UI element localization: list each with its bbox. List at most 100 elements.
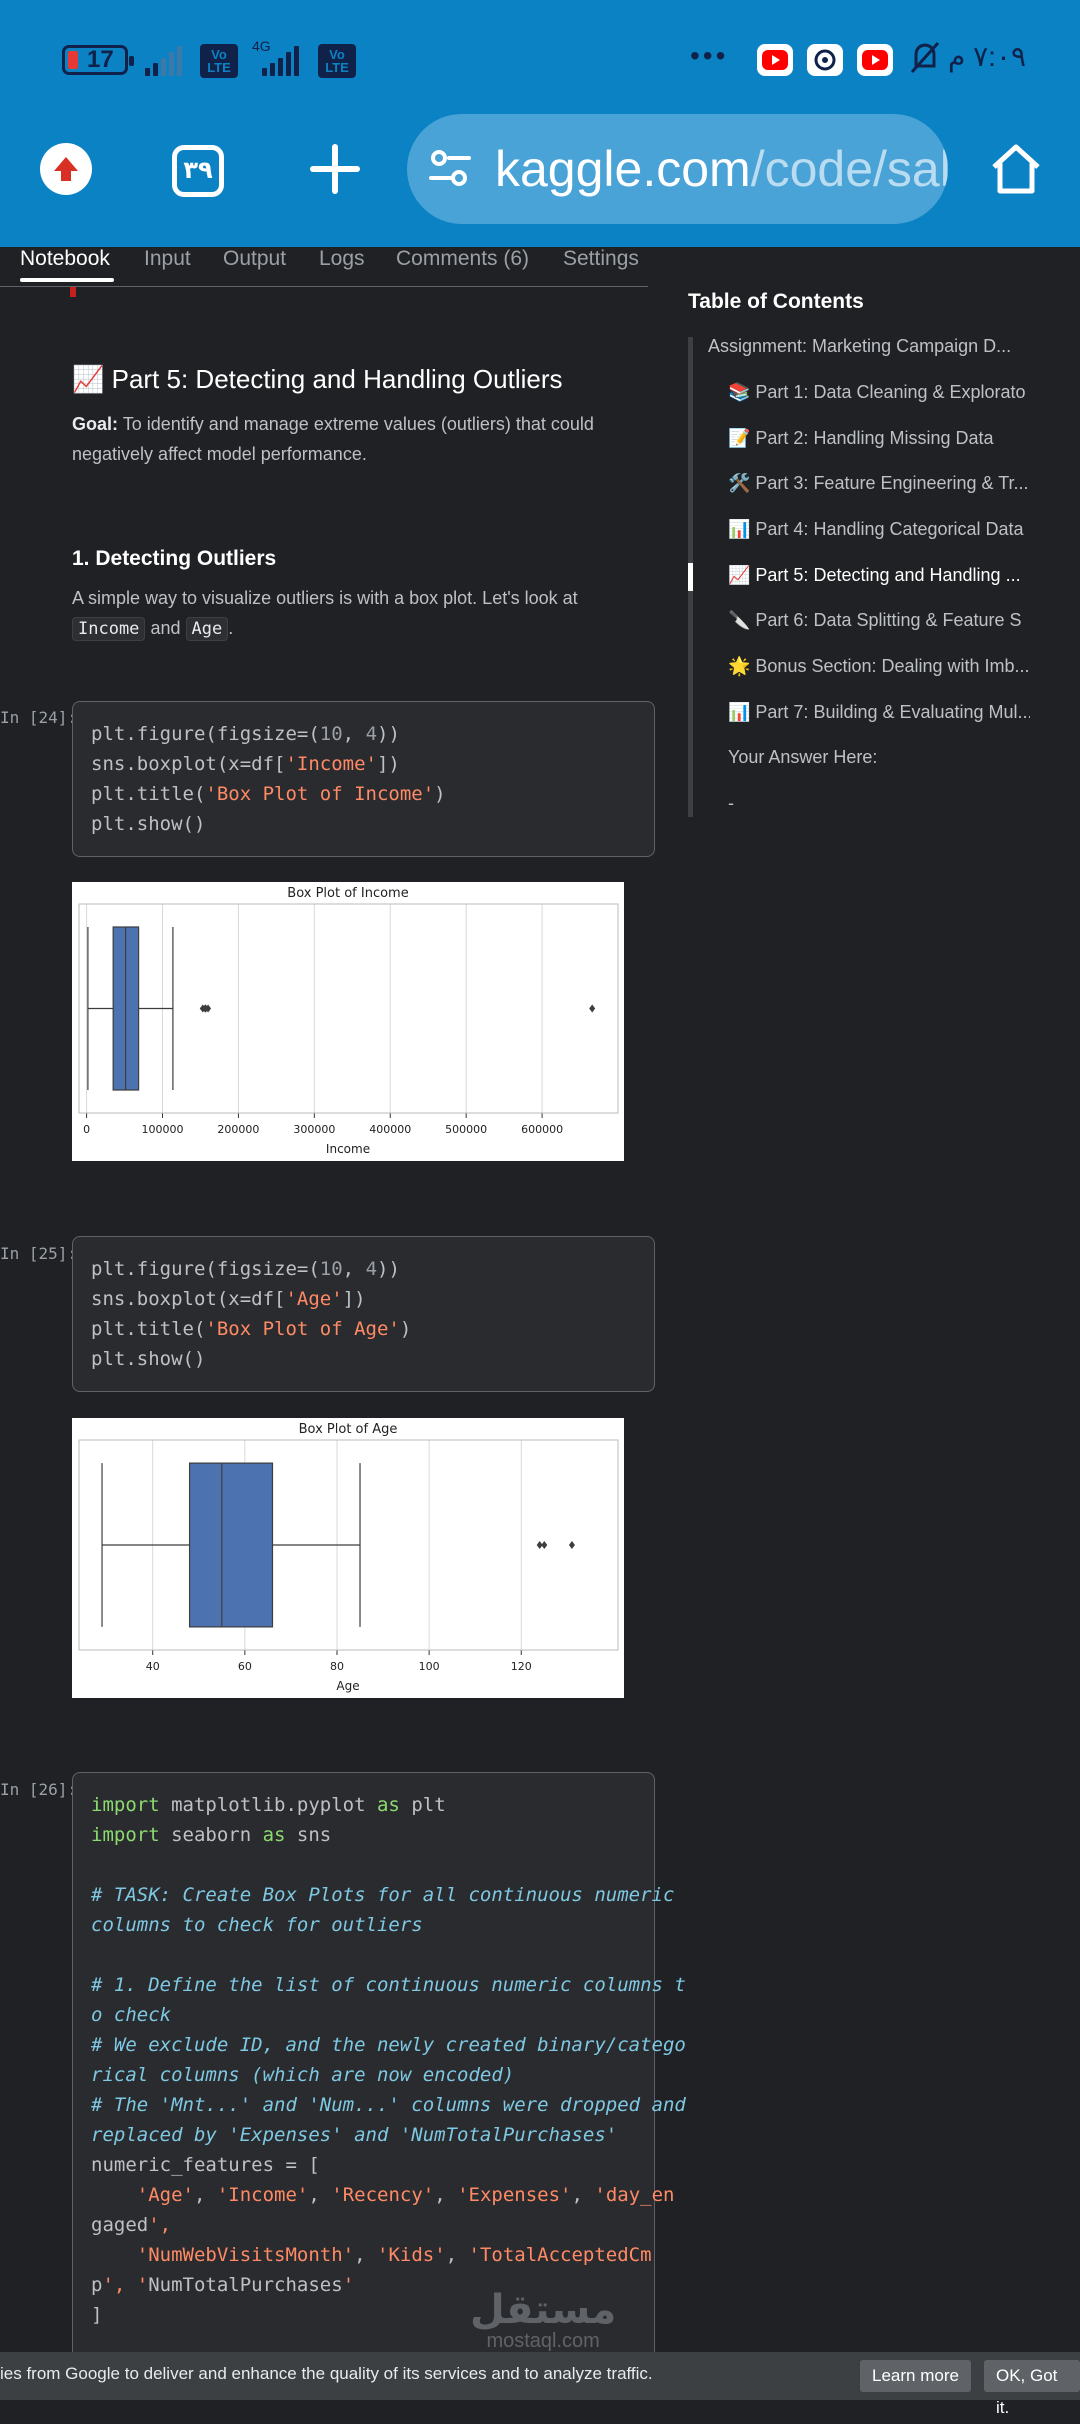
url-bar[interactable]: kaggle.com/code/salr — [407, 114, 948, 224]
outlier-point — [589, 1004, 596, 1013]
x-tick-label: 80 — [330, 1660, 344, 1673]
battery-icon: 17 — [62, 45, 134, 75]
section-paragraph: A simple way to visualize outliers is wi… — [72, 588, 578, 641]
section-heading: 1. Detecting Outliers — [72, 547, 277, 570]
code-cell[interactable]: plt.figure(figsize=(10, 4)) sns.boxplot(… — [72, 701, 655, 857]
age-boxplot: Box Plot of Age 40 60 80 100 120 Age — [72, 1418, 624, 1698]
code-line: import seaborn as sns — [91, 1824, 332, 1846]
code-line: import matplotlib.pyplot as plt — [91, 1794, 446, 1816]
toc-item-part7[interactable]: 📊 Part 7: Building & Evaluating Mul... — [728, 702, 1030, 722]
arrow-up-icon — [54, 157, 78, 181]
toc-title: Table of Contents — [688, 290, 864, 313]
code-line: # 1. Define the list of continuous numer… — [91, 1974, 686, 1996]
signal-icon-2 — [262, 44, 299, 76]
ok-got-it-button[interactable]: OK, Got it. — [984, 2360, 1080, 2417]
tab-output[interactable]: Output — [223, 247, 287, 270]
code-line: numeric_features = [ — [91, 2154, 320, 2176]
code-line: 'NumWebVisitsMonth', 'Kids', 'TotalAccep… — [136, 2244, 652, 2266]
toc-item-bonus[interactable]: 🌟 Bonus Section: Dealing with Imb... — [728, 656, 1030, 676]
x-tick-label: 120 — [511, 1660, 532, 1673]
toc-item-assignment[interactable]: Assignment: Marketing Campaign D... — [708, 336, 1012, 356]
youtube-icon-2 — [857, 44, 893, 76]
age-boxplot-svg: Box Plot of Age 40 60 80 100 120 Age — [78, 1422, 619, 1693]
tab-notebook[interactable]: Notebook — [20, 247, 110, 270]
code-line: o check — [91, 2004, 172, 2026]
goal-paragraph: Goal: To identify and manage extreme val… — [72, 414, 594, 464]
x-tick-label: 300000 — [293, 1123, 335, 1136]
tab-comments[interactable]: Comments (6) — [396, 247, 530, 270]
x-tick-label: 600000 — [521, 1123, 563, 1136]
plot-frame — [78, 1439, 619, 1651]
cell-prompt: In [24]: — [0, 708, 78, 727]
code-line: gaged', — [91, 2214, 172, 2236]
tab-input[interactable]: Input — [144, 247, 191, 270]
x-tick-label: 200000 — [217, 1123, 259, 1136]
toc-item-answer[interactable]: Your Answer Here: — [728, 747, 878, 767]
x-tick-label: 100000 — [142, 1123, 184, 1136]
notebook-tabs: Notebook Input Output Logs Comments (6) … — [0, 247, 648, 287]
part5-heading: 📈 Part 5: Detecting and Handling Outlier… — [72, 364, 563, 394]
code-cell[interactable]: plt.figure(figsize=(10, 4)) sns.boxplot(… — [72, 1236, 655, 1392]
x-tick-label: 500000 — [445, 1123, 487, 1136]
toc-item-part2[interactable]: 📝 Part 2: Handling Missing Data — [728, 428, 994, 448]
code-line: # The 'Mnt...' and 'Num...' columns were… — [91, 2094, 686, 2116]
cookie-banner: ies from Google to deliver and enhance t… — [0, 2352, 1080, 2417]
x-tick-label: 100 — [419, 1660, 440, 1673]
cookie-text: ies from Google to deliver and enhance t… — [0, 2364, 653, 2383]
home-icon — [992, 144, 1040, 194]
code-line: p', 'NumTotalPurchases' — [91, 2274, 355, 2296]
outlier-point — [536, 1541, 543, 1549]
code-line: ] — [91, 2304, 103, 2326]
income-boxplot-svg: Box Plot of Income 0 100000 200000 300000 400… — [78, 886, 619, 1156]
code-cell[interactable]: import matplotlib.pyplot as plt import s… — [72, 1772, 686, 2372]
x-axis-label: Age — [336, 1679, 359, 1693]
toc-active-marker — [688, 563, 693, 591]
code-chip-age: Age — [185, 617, 229, 641]
volte-icon-2: Vo LTE — [318, 44, 356, 78]
tab-logs[interactable]: Logs — [319, 247, 365, 270]
x-tick-label: 0 — [83, 1123, 90, 1136]
x-tick-label: 40 — [146, 1660, 160, 1673]
clock: ٧:٠٩ م — [948, 41, 1027, 72]
outlier-point — [205, 1004, 212, 1013]
network-type: 4G — [252, 38, 271, 54]
toc-item-part6[interactable]: 🔪 Part 6: Data Splitting & Feature S — [728, 610, 1022, 630]
code-content: plt.figure(figsize=(10, 4)) sns.boxplot(… — [91, 1258, 412, 1370]
toc-item-part1[interactable]: 📚 Part 1: Data Cleaning & Explorato — [728, 382, 1026, 402]
volte-icon: Vo LTE — [200, 44, 238, 78]
x-tick-label: 400000 — [369, 1123, 411, 1136]
site-settings-icon[interactable] — [427, 146, 473, 192]
x-axis-label: Income — [326, 1142, 370, 1156]
youtube-icon — [757, 44, 793, 76]
tab-switcher-button[interactable]: ٣٩ — [172, 145, 224, 197]
code-content: plt.figure(figsize=(10, 4)) sns.boxplot(… — [91, 723, 446, 835]
home-button[interactable] — [988, 141, 1044, 202]
toc-item-part3[interactable]: 🛠️ Part 3: Feature Engineering & Tr... — [728, 473, 1029, 493]
signal-icon — [145, 44, 182, 76]
chart-title: Box Plot of Income — [287, 886, 408, 901]
cell-prompt: In [25]: — [0, 1244, 78, 1263]
plot-frame — [78, 903, 619, 1114]
chatgpt-icon — [807, 44, 843, 76]
code-line: 'Age', 'Income', 'Recency', 'Expenses', … — [136, 2184, 675, 2206]
code-line: # We exclude ID, and the newly created b… — [91, 2034, 686, 2056]
browser-chrome: 17 Vo LTE 4G Vo LTE ••• ٧:٠٩ م ٣٩ kaggle.c… — [0, 0, 1080, 247]
code-line: rical columns (which are now encoded) — [91, 2064, 515, 2086]
toc-item-part4[interactable]: 📊 Part 4: Handling Categorical Data — [728, 519, 1024, 539]
scroll-marker — [70, 287, 76, 297]
box — [188, 1462, 274, 1628]
learn-more-button[interactable]: Learn more — [860, 2360, 971, 2392]
code-line: # TASK: Create Box Plots for all continu… — [91, 1884, 675, 1906]
more-icon: ••• — [690, 40, 729, 71]
cell-prompt: In [26]: — [0, 1780, 78, 1799]
toc-item-dash[interactable]: - — [728, 793, 734, 813]
code-chip-income: Income — [72, 617, 146, 641]
active-tab-indicator — [20, 278, 114, 282]
watermark: مستقل mostaql.com — [470, 2288, 617, 2352]
x-tick-label: 60 — [238, 1660, 252, 1673]
income-boxplot: Box Plot of Income 0 100000 200000 300000 400… — [72, 882, 624, 1161]
tab-settings[interactable]: Settings — [563, 247, 639, 270]
upload-button[interactable] — [40, 143, 92, 195]
code-line: replaced by 'Expenses' and 'NumTotalPurc… — [91, 2124, 618, 2146]
toc-item-part5[interactable]: 📈 Part 5: Detecting and Handling ... — [728, 565, 1021, 585]
